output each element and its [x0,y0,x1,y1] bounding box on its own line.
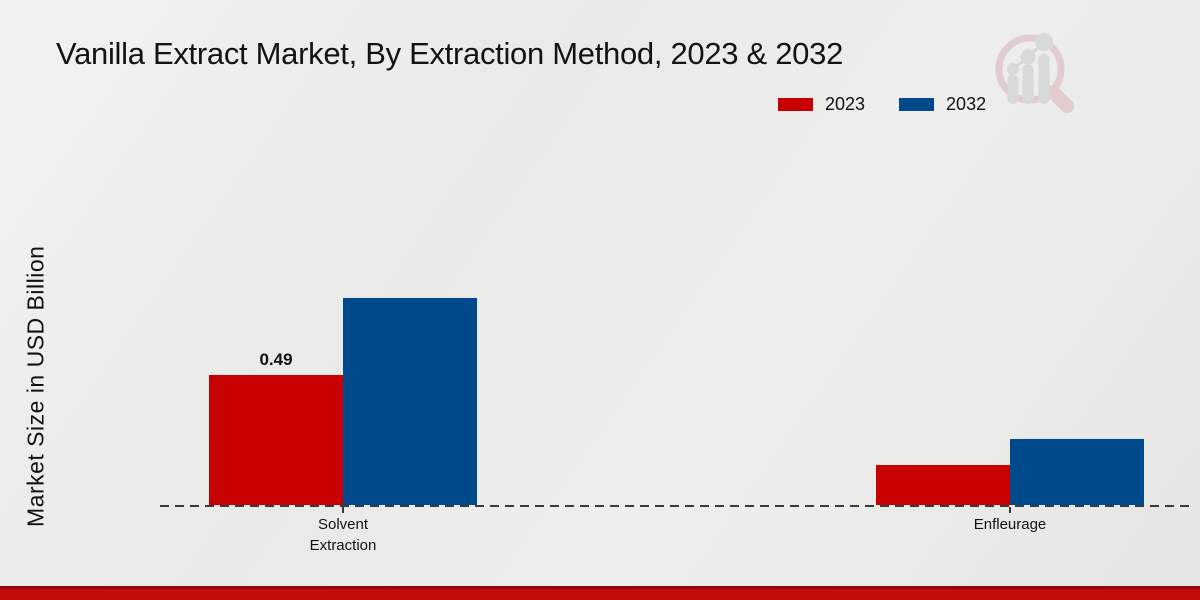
bar-2023-enfleurage [876,465,1010,505]
category-label-enfleurage: Enfleurage [973,516,1047,533]
bottom-red-strip [0,586,1200,600]
x-axis-tick [342,507,344,513]
bar-2023-solvent-extraction [209,375,343,505]
x-axis-tick [1009,507,1011,513]
legend: 2023 2032 [778,94,986,115]
magnifier-bar-chart-logo-icon [995,33,1074,113]
plot-area: 0.49 [160,0,1190,505]
bar-2032-solvent-extraction [343,298,477,505]
chart-title: Vanilla Extract Market, By Extraction Me… [56,36,844,71]
bar-2032-enfleurage [1010,439,1144,505]
bar-value-label-2023-solvent-extraction: 0.49 [259,350,293,369]
legend-item-2023: 2023 [778,94,865,115]
x-axis-dashed-baseline [160,505,1190,507]
y-axis-label: Market Size in USD Billion [22,245,49,527]
category-label-solvent-extraction: Solvent Extraction [309,516,377,554]
legend-swatch-icon [899,98,935,111]
legend-item-2032: 2032 [899,94,986,115]
legend-swatch-icon [778,98,813,111]
legend-label: 2032 [946,94,987,114]
legend-label: 2023 [825,94,866,114]
